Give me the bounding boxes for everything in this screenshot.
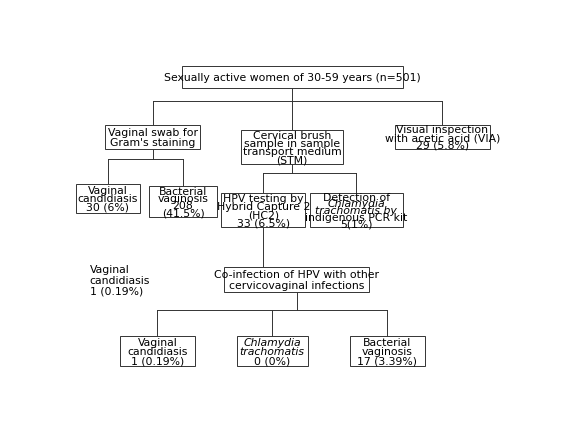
FancyBboxPatch shape [76, 185, 140, 213]
Text: 33 (6.5%): 33 (6.5%) [237, 218, 290, 227]
Text: trachomatis: trachomatis [240, 346, 305, 356]
Text: (41.5%): (41.5%) [162, 208, 205, 218]
FancyBboxPatch shape [349, 336, 425, 366]
Text: transport medium: transport medium [243, 147, 341, 157]
Text: HPV testing by: HPV testing by [223, 194, 304, 203]
Text: 29 (5.8%): 29 (5.8%) [416, 140, 469, 150]
Text: with acetic acid (VIA): with acetic acid (VIA) [385, 133, 500, 143]
Text: Hybrid Capture 2: Hybrid Capture 2 [217, 202, 310, 212]
Text: 208: 208 [173, 201, 193, 211]
Text: Vaginal: Vaginal [88, 185, 128, 195]
FancyBboxPatch shape [223, 267, 369, 292]
Text: Bacterial: Bacterial [363, 337, 411, 347]
Text: Cervical brush: Cervical brush [253, 130, 331, 141]
FancyBboxPatch shape [182, 68, 402, 89]
FancyBboxPatch shape [237, 336, 308, 366]
Text: Co-infection of HPV with other: Co-infection of HPV with other [214, 270, 379, 280]
Text: trachomatis by: trachomatis by [315, 206, 397, 215]
Text: Visual inspection: Visual inspection [396, 125, 488, 135]
FancyBboxPatch shape [310, 193, 402, 228]
Text: candidiasis: candidiasis [127, 346, 188, 356]
FancyBboxPatch shape [105, 125, 201, 150]
FancyBboxPatch shape [221, 193, 306, 228]
Text: candidiasis: candidiasis [90, 275, 150, 285]
Text: Chlamydia: Chlamydia [327, 199, 385, 209]
Text: sample in sample: sample in sample [244, 138, 340, 148]
Text: 1 (0.19%): 1 (0.19%) [90, 286, 143, 296]
FancyBboxPatch shape [120, 336, 195, 366]
Text: Sexually active women of 30-59 years (n=501): Sexually active women of 30-59 years (n=… [164, 73, 421, 83]
FancyBboxPatch shape [149, 187, 217, 218]
Text: (STM): (STM) [276, 155, 308, 165]
Text: Detection of: Detection of [323, 192, 390, 203]
FancyBboxPatch shape [395, 125, 490, 150]
Text: Vaginal: Vaginal [90, 264, 129, 274]
Text: 30 (6%): 30 (6%) [87, 203, 129, 212]
Text: 0 (0%): 0 (0%) [254, 355, 290, 365]
Text: Bacterial: Bacterial [159, 186, 207, 196]
Text: 17 (3.39%): 17 (3.39%) [357, 355, 417, 365]
Text: Gram's staining: Gram's staining [110, 138, 196, 148]
Text: indigenous PCR kit: indigenous PCR kit [305, 212, 408, 222]
Text: candidiasis: candidiasis [78, 194, 138, 204]
Text: (HC2): (HC2) [248, 209, 279, 220]
Text: 1 (0.19%): 1 (0.19%) [131, 355, 184, 365]
Text: cervicovaginal infections: cervicovaginal infections [229, 280, 364, 290]
Text: 5(1%): 5(1%) [340, 219, 372, 229]
FancyBboxPatch shape [241, 130, 343, 165]
Text: vaginosis: vaginosis [157, 194, 209, 203]
Text: Vaginal: Vaginal [137, 337, 177, 347]
Text: Chlamydia: Chlamydia [243, 337, 301, 347]
Text: vaginosis: vaginosis [361, 346, 413, 356]
Text: Vaginal swab for: Vaginal swab for [108, 127, 198, 137]
